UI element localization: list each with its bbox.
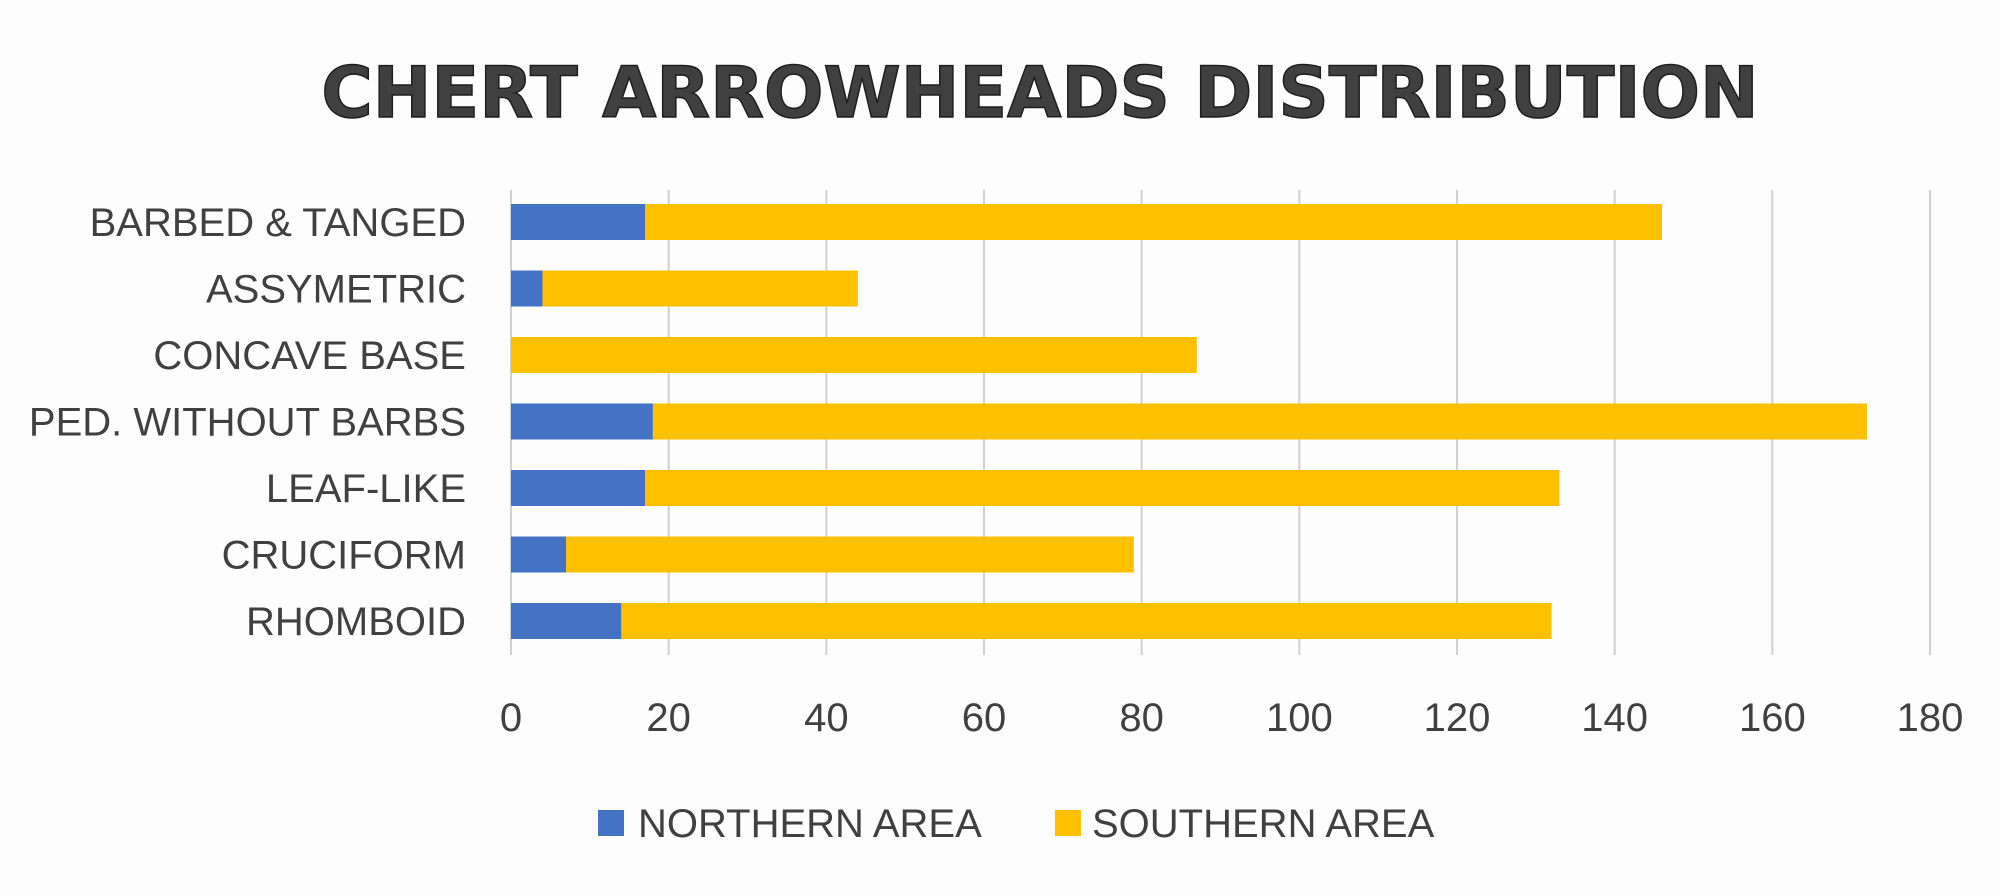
bar-southern	[645, 204, 1662, 240]
bar-southern	[652, 403, 1867, 440]
legend: NORTHERN AREA SOUTHERN AREA	[598, 802, 1435, 846]
bars	[511, 204, 1867, 639]
legend-swatch	[1055, 810, 1081, 836]
x-tick-label: 120	[1424, 696, 1491, 740]
category-label: ASSYMETRIC	[206, 268, 466, 312]
x-tick-label: 40	[804, 696, 849, 740]
x-tick-label: 100	[1266, 696, 1333, 740]
category-label: LEAF-LIKE	[266, 467, 466, 511]
x-tick-label: 60	[962, 696, 1007, 740]
bar-southern	[645, 470, 1560, 506]
bar-northern	[511, 603, 622, 639]
category-label: RHOMBOID	[246, 600, 466, 644]
x-tick-label: 80	[1119, 696, 1164, 740]
bar-northern	[511, 536, 567, 573]
category-label: PED. WITHOUT BARBS	[29, 401, 466, 445]
x-tick-label: 180	[1897, 696, 1964, 740]
legend-label: NORTHERN AREA	[638, 802, 982, 846]
legend-swatch	[598, 810, 624, 836]
x-tick-label: 20	[646, 696, 691, 740]
x-tick-label: 0	[500, 696, 522, 740]
bar-northern	[511, 470, 646, 506]
x-tick-label: 160	[1739, 696, 1806, 740]
bar-northern	[511, 403, 653, 440]
category-label: BARBED & TANGED	[90, 201, 466, 245]
category-label: CRUCIFORM	[222, 534, 466, 578]
x-tick-label: 140	[1581, 696, 1648, 740]
category-label: CONCAVE BASE	[153, 334, 466, 378]
x-axis-tick-labels: 0 20 40 60 80 100 120 140 160 180	[500, 696, 1964, 740]
bar-southern	[566, 536, 1134, 573]
bar-northern	[511, 204, 646, 240]
category-labels: BARBED & TANGED ASSYMETRIC CONCAVE BASE PED…	[29, 201, 466, 644]
bar-northern	[511, 270, 543, 307]
bar-southern	[511, 337, 1197, 373]
bar-southern	[542, 270, 858, 307]
chart-title: CHERT ARROWHEADS DISTRIBUTION	[321, 52, 1758, 134]
legend-label: SOUTHERN AREA	[1092, 802, 1435, 846]
bar-southern	[621, 603, 1552, 639]
